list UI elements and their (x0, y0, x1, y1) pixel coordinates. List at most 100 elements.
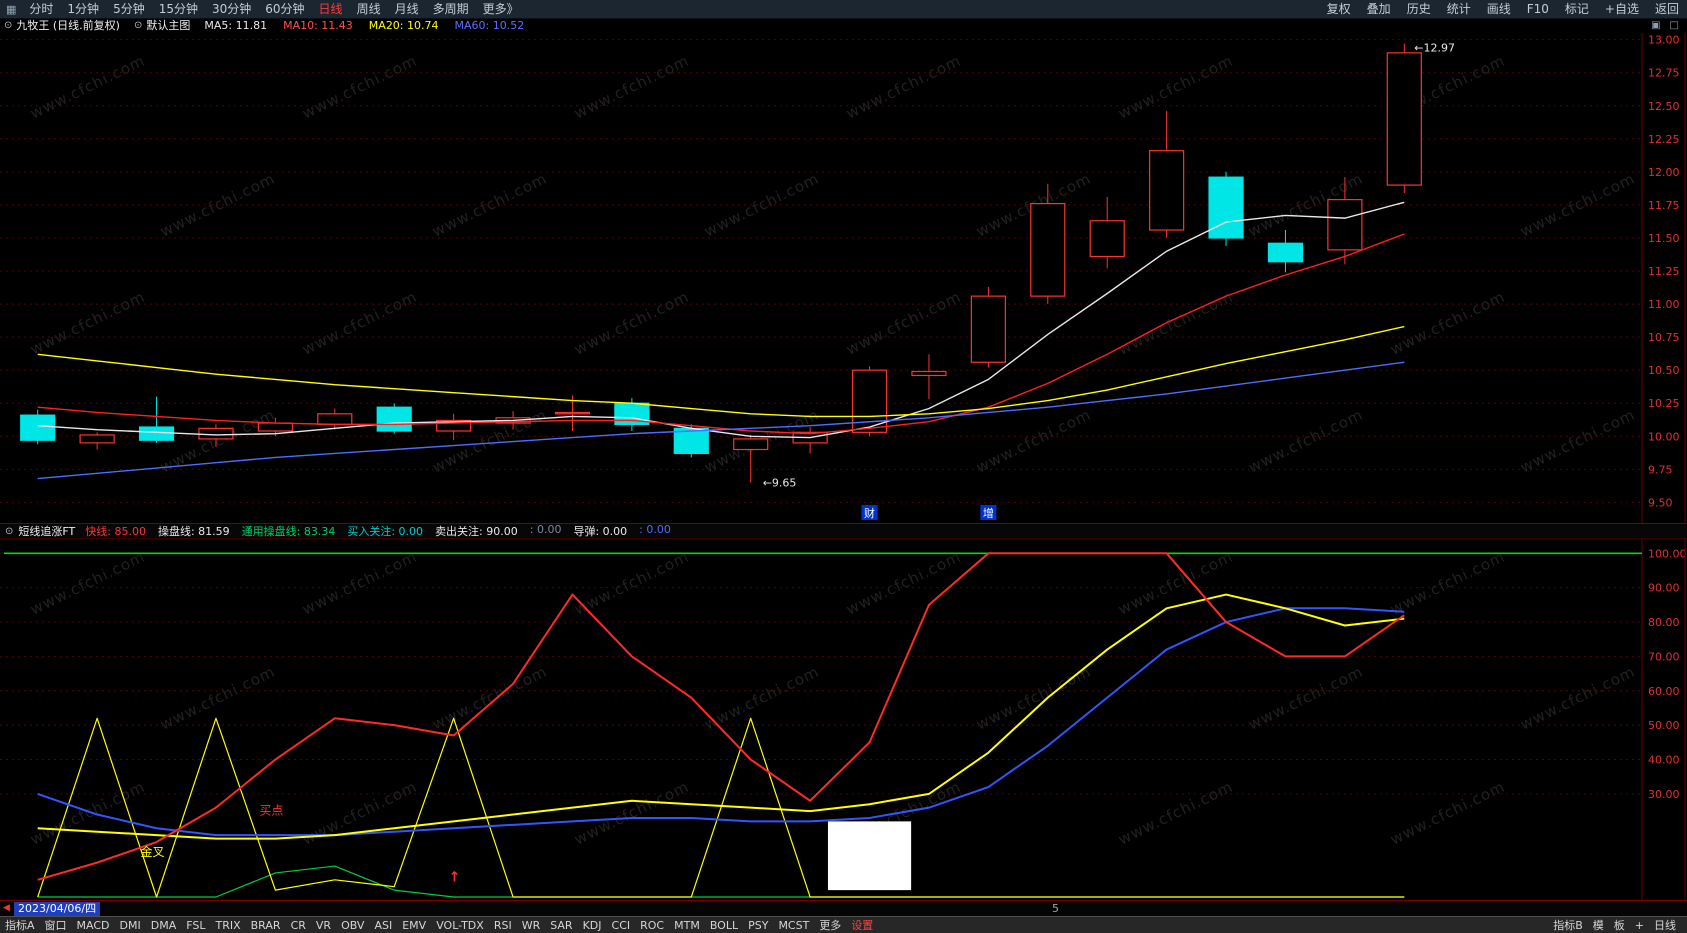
indicator-button-窗口[interactable]: 窗口 (44, 918, 67, 932)
candlestick-chart[interactable]: 13.00 12.75 12.50 12.25 12.00 11.75 11.50 11.25… (0, 33, 1687, 523)
period-tab-15分钟[interactable]: 15分钟 (158, 1, 198, 16)
bottom-tool-指标B[interactable]: 指标B (1553, 918, 1583, 932)
indicator-button-VR[interactable]: VR (315, 918, 332, 932)
indicator-button-MTM[interactable]: MTM (674, 918, 700, 932)
tool-标记[interactable]: 标记 (1564, 1, 1589, 16)
panel-layout-icon[interactable]: ▣ (1651, 20, 1661, 31)
period-tab-月线[interactable]: 月线 (394, 1, 419, 16)
y-axis-label: 10.50 (1648, 364, 1680, 377)
period-tab-1分钟[interactable]: 1分钟 (67, 1, 100, 16)
indicator-button-MACD[interactable]: MACD (76, 918, 110, 932)
ma-value: MA60: 10.52 (454, 19, 525, 32)
bottom-tool-板[interactable]: 板 (1613, 918, 1625, 932)
main-chart-style-icon[interactable]: ⊙ (133, 20, 143, 31)
indicator-button-DMI[interactable]: DMI (119, 918, 141, 932)
period-tab-分时[interactable]: 分时 (29, 1, 54, 16)
ma-value: MA5: 11.81 (204, 19, 268, 32)
period-tab-多周期[interactable]: 多周期 (432, 1, 469, 16)
indicator-button-指标A[interactable]: 指标A (5, 918, 35, 932)
tool-复权[interactable]: 复权 (1326, 1, 1351, 16)
ma-value: MA10: 11.43 (283, 19, 353, 32)
indicator-annotation: ↑ (449, 870, 461, 886)
indicator-button-CCI[interactable]: CCI (611, 918, 631, 932)
indicator-button-PSY[interactable]: PSY (748, 918, 769, 932)
title-bar-icons: ▣ □ (1651, 19, 1687, 33)
indicator-button-FSL[interactable]: FSL (186, 918, 206, 932)
indicator-button-RSI[interactable]: RSI (493, 918, 512, 932)
tool-+自选[interactable]: +自选 (1604, 1, 1639, 16)
indicator-button-BOLL[interactable]: BOLL (709, 918, 739, 932)
tool-F10[interactable]: F10 (1526, 1, 1549, 16)
bottom-tool-模[interactable]: 模 (1592, 918, 1604, 932)
indicator-annotation: 金叉 (141, 844, 165, 859)
event-marker-box[interactable] (980, 505, 997, 520)
y-axis-label: 12.00 (1648, 166, 1680, 179)
y-axis-label: 11.25 (1648, 265, 1680, 278)
y-axis-label: 11.50 (1648, 232, 1680, 245)
indicator-button-SAR[interactable]: SAR (550, 918, 573, 932)
indicator-chart[interactable]: 100.00 90.00 80.00 70.00 60.00 50.00 40.00 30.0… (0, 539, 1687, 901)
indicator-button-EMV[interactable]: EMV (402, 918, 427, 932)
period-tab-更多》[interactable]: 更多》 (482, 1, 519, 16)
indicator-button-更多[interactable]: 更多 (819, 918, 842, 932)
bottom-toolbar: 指标A 窗口 MACD DMI DMA FSL TRIX BRAR CR VR OBV ASI EMV V… (0, 916, 1687, 933)
tool-历史[interactable]: 历史 (1406, 1, 1431, 16)
ma-line-MA60 (37, 361, 1405, 480)
period-tab-30分钟[interactable]: 30分钟 (211, 1, 252, 16)
indicator-values: 快线: 85.00 操盘线: 81.59 通用操盘线: 83.34 买入关注: 0.0… (85, 523, 683, 539)
price-annotation: ←12.97 (1414, 42, 1455, 55)
indicator-button-KDJ[interactable]: KDJ (582, 918, 602, 932)
indicator-button-ROC[interactable]: ROC (640, 918, 665, 932)
indicator-value: 买入关注: 0.00 (347, 525, 424, 538)
y-axis-label: 80.00 (1648, 616, 1680, 629)
indicator-button-MCST[interactable]: MCST (778, 918, 810, 932)
indicator-button-BRAR[interactable]: BRAR (250, 918, 281, 932)
main-chart-style[interactable]: 默认主图 (146, 19, 191, 32)
indicator-gridlines: 100.00 90.00 80.00 70.00 60.00 50.00 40.00 30.0… (0, 547, 1687, 801)
chart-title-bar: ⊙ 九牧王 (日线.前复权) ⊙ 默认主图 MA5: 11.81 MA10: 11… (0, 19, 1687, 33)
y-axis-label: 9.50 (1648, 496, 1673, 509)
indicator-panel[interactable]: www.cfchi.com www.cfchi.com www.cfchi.com w… (0, 539, 1687, 901)
period-menu: 分时 1分钟 5分钟 15分钟 30分钟 60分钟 日线 周线 月线 多周期 更多》 (22, 0, 525, 19)
indicator-button-DMA[interactable]: DMA (150, 918, 177, 932)
tool-画线[interactable]: 画线 (1486, 1, 1511, 16)
indicator-value: 卖出关注: 90.00 (435, 525, 518, 538)
event-marker-label[interactable]: 财 (864, 506, 875, 520)
tool-返回[interactable]: 返回 (1654, 1, 1679, 16)
bottom-tool-+[interactable]: + (1634, 918, 1644, 932)
indicator-button-TRIX[interactable]: TRIX (215, 918, 241, 932)
date-scrollbar-row[interactable]: ◀ 2023/04/06/四 5 (0, 902, 1687, 916)
event-marker-box[interactable] (861, 505, 878, 520)
price-annotation: ←9.65 (763, 477, 797, 490)
indicator-button-VOL-TDX[interactable]: VOL-TDX (436, 918, 484, 932)
main-chart-panel[interactable]: www.cfchi.com www.cfchi.com www.cfchi.com w… (0, 33, 1687, 523)
y-axis-label: 11.00 (1648, 298, 1680, 311)
y-axis-label: 10.25 (1648, 397, 1680, 410)
candles (20, 43, 1422, 483)
indicator-value: 通用操盘线: 83.34 (241, 525, 336, 538)
y-axis-label: 11.75 (1648, 199, 1680, 212)
indicator-button-ASI[interactable]: ASI (374, 918, 393, 932)
indicator-button-OBV[interactable]: OBV (341, 918, 365, 932)
tool-叠加[interactable]: 叠加 (1366, 1, 1391, 16)
top-right-tools: 复权 叠加 历史 统计 画线 F10 标记 +自选 返回 (1319, 0, 1687, 19)
y-axis-label: 12.25 (1648, 133, 1680, 146)
y-axis-label: 50.00 (1648, 719, 1680, 732)
indicator-value: : 0.00 (529, 523, 562, 536)
indicator-icon: ⊙ (5, 525, 14, 537)
indicator-name[interactable]: 短线追涨FT (18, 525, 76, 538)
bottom-tool-日线[interactable]: 日线 (1654, 918, 1676, 932)
indicator-button-设置[interactable]: 设置 (851, 918, 874, 932)
indicator-button-CR[interactable]: CR (290, 918, 306, 932)
period-tab-日线[interactable]: 日线 (318, 1, 343, 16)
period-tab-周线[interactable]: 周线 (356, 1, 381, 16)
event-marker-label[interactable]: 增 (983, 506, 994, 520)
period-tab-60分钟[interactable]: 60分钟 (265, 1, 305, 16)
period-tab-5分钟[interactable]: 5分钟 (113, 1, 145, 16)
scroll-left-icon[interactable]: ◀ (3, 903, 10, 913)
indicator-button-WR[interactable]: WR (521, 918, 541, 932)
ma-line-MA10 (37, 233, 1405, 435)
tool-统计[interactable]: 统计 (1446, 1, 1471, 16)
indicator-line-导弹 (37, 865, 1405, 898)
maximize-icon[interactable]: □ (1669, 20, 1679, 31)
